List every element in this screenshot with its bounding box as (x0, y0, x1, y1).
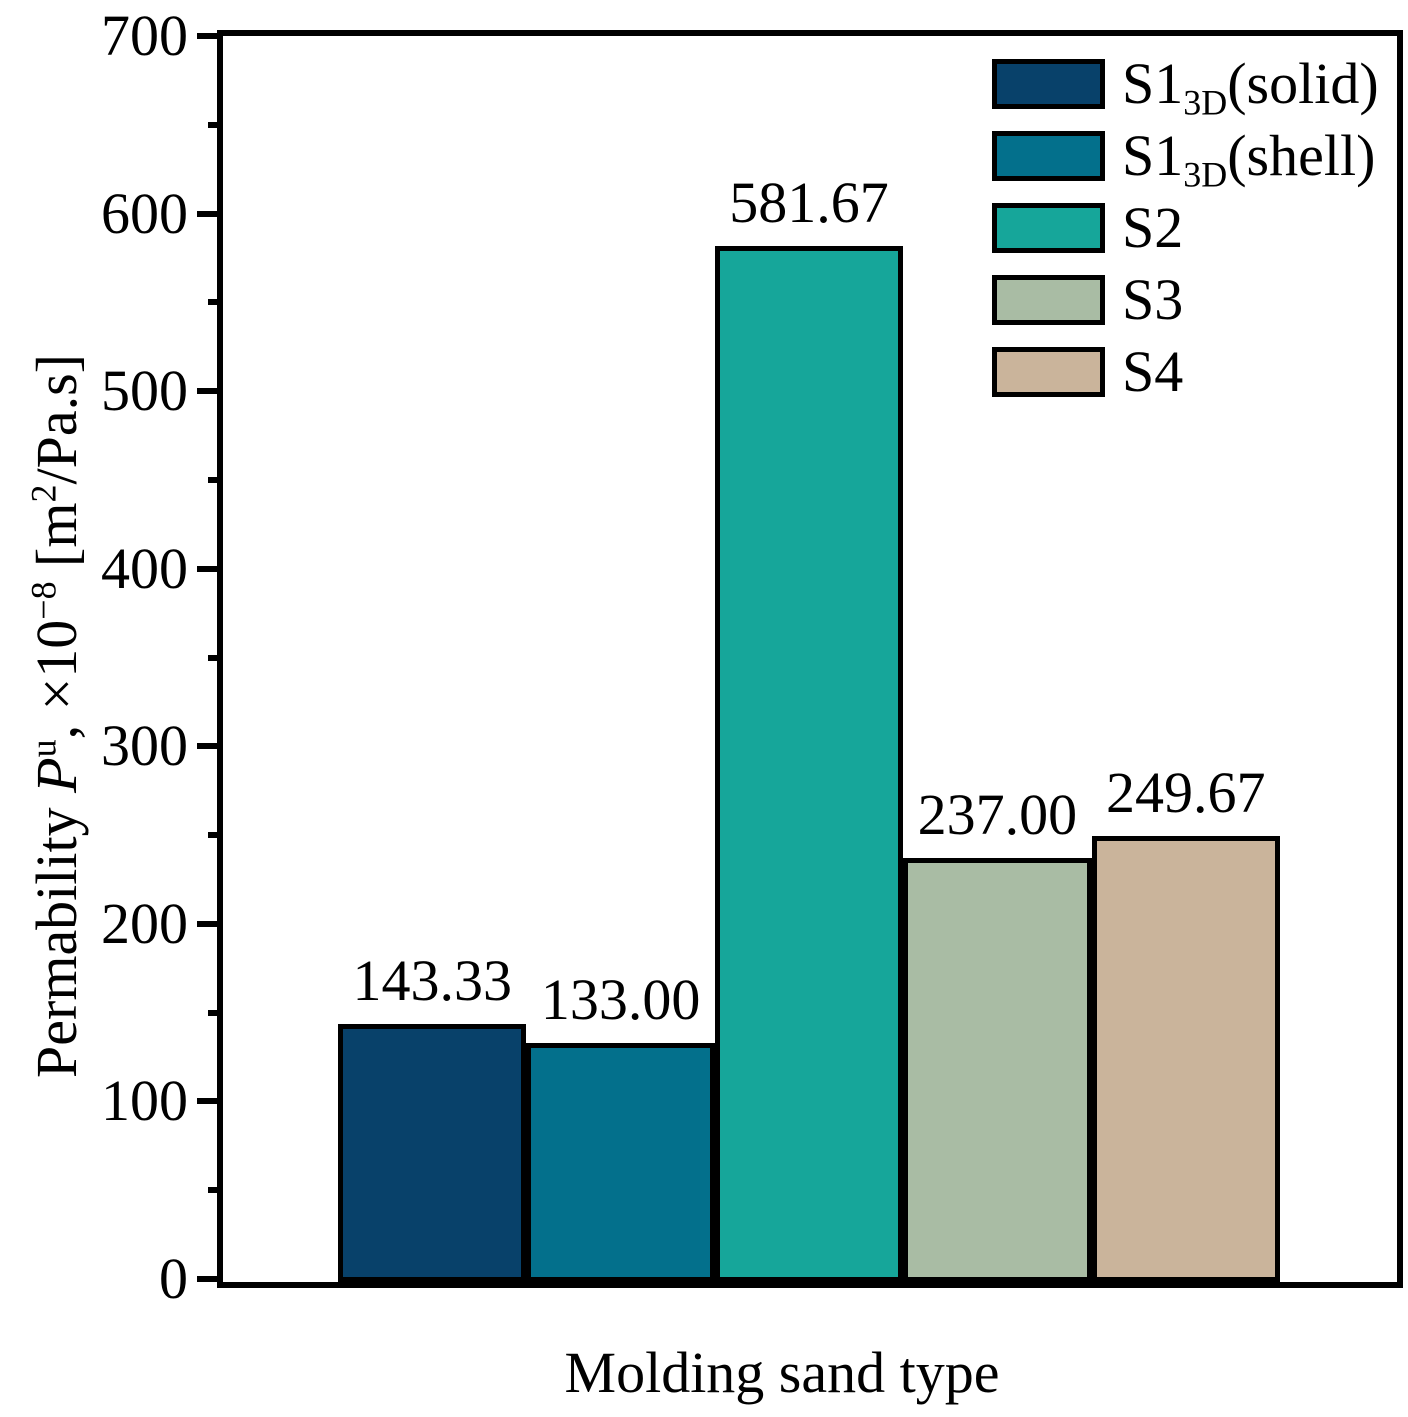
legend-label-suffix: (solid) (1227, 51, 1379, 116)
y-minor-tick (208, 654, 217, 661)
y-title-unit-exp: 2 (23, 484, 64, 503)
legend-item-label: S13D(solid) (1122, 55, 1379, 121)
legend-label-text: S4 (1122, 339, 1184, 404)
y-title-prefix: Permability (24, 792, 89, 1078)
legend-item-label: S4 (1122, 343, 1183, 401)
y-minor-tick (208, 299, 217, 306)
bar-value-label: 581.67 (729, 170, 889, 236)
legend-label-subscript: 3D (1183, 82, 1228, 123)
legend-label-text: S1 (1122, 123, 1184, 188)
y-tick-label: 300 (101, 713, 188, 779)
bar-value-label: 249.67 (1106, 759, 1266, 825)
y-major-tick (197, 388, 217, 395)
legend-item-label: S3 (1122, 271, 1183, 329)
y-tick-label: 700 (101, 3, 188, 68)
y-title-symbol-sup: u (23, 739, 64, 758)
y-tick-label: 500 (101, 358, 188, 424)
bar-value-label: 237.00 (917, 782, 1078, 848)
legend-item: S2 (992, 199, 1183, 257)
bar-s1-3d-solid- (338, 1024, 527, 1282)
legend-label-text: S2 (1122, 195, 1184, 260)
bar-s1-3d-shell- (526, 1042, 715, 1282)
y-title-mid: , ×10 (24, 619, 89, 740)
y-tick-label: 600 (101, 180, 188, 246)
y-minor-tick (208, 1187, 217, 1194)
legend-label-text: S3 (1122, 267, 1184, 332)
bar-s2 (714, 246, 904, 1282)
y-tick-label: 100 (101, 1068, 188, 1134)
y-minor-tick (208, 832, 217, 839)
y-minor-tick (208, 476, 217, 483)
y-major-tick (197, 1098, 217, 1105)
bar-value-label: 133.00 (540, 966, 701, 1032)
y-title-symbol: P (24, 757, 89, 793)
legend-swatch (992, 347, 1105, 397)
y-minor-tick (208, 1009, 217, 1016)
y-major-tick (197, 1276, 217, 1282)
y-major-tick (197, 33, 217, 39)
y-major-tick (197, 920, 217, 927)
legend-item: S3 (992, 271, 1183, 329)
y-major-tick (197, 743, 217, 750)
bar-value-label: 143.33 (352, 948, 512, 1014)
x-axis-title: Molding sand type (564, 1340, 1000, 1405)
y-title-exponent: −8 (23, 581, 64, 620)
legend-label-subscript: 3D (1183, 154, 1228, 195)
legend-swatch (992, 131, 1105, 181)
legend-label-text: S1 (1122, 51, 1184, 116)
legend-item: S13D(shell) (992, 127, 1375, 193)
y-tick-label: 200 (101, 890, 188, 956)
bar-s4 (1091, 835, 1280, 1282)
legend-label-suffix: (shell) (1227, 123, 1376, 188)
legend-item-label: S13D(shell) (1122, 127, 1375, 193)
legend-item: S13D(solid) (992, 55, 1379, 121)
legend-swatch (992, 275, 1105, 325)
y-major-tick (197, 210, 217, 217)
legend-item-label: S2 (1122, 199, 1183, 257)
y-title-unit-close: /Pa.s] (24, 354, 89, 485)
y-axis-title: Permability Pu, ×10−8 [m2/Pa.s] (24, 354, 89, 1078)
legend-item: S4 (992, 343, 1183, 401)
legend-swatch (992, 59, 1105, 109)
y-tick-label: 0 (159, 1246, 188, 1311)
y-minor-tick (208, 121, 217, 128)
bar-s3 (903, 858, 1092, 1282)
y-title-unit-open: [m (24, 502, 89, 582)
y-major-tick (197, 565, 217, 572)
legend-swatch (992, 203, 1105, 253)
y-tick-label: 400 (101, 535, 188, 601)
